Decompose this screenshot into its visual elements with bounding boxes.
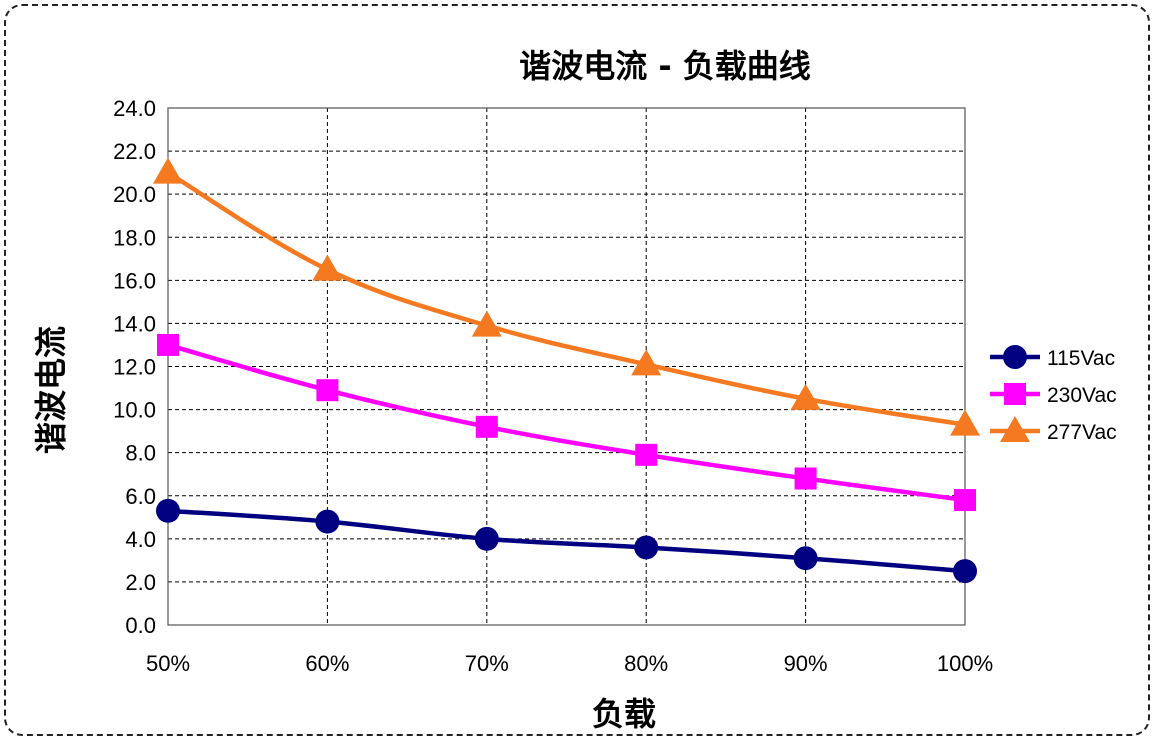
y-tick-label: 16.0 <box>113 268 156 293</box>
data-point-115vac <box>315 509 340 534</box>
data-point-115vac <box>953 559 977 584</box>
grid <box>168 107 966 625</box>
y-tick-label: 2.0 <box>125 570 156 595</box>
legend: 115Vac 230Vac 277Vac <box>990 345 1117 444</box>
legend-entry-230vac: 230Vac <box>990 383 1117 407</box>
legend-label-230vac: 230Vac <box>1047 384 1117 407</box>
x-tick-label: 100% <box>937 651 993 676</box>
data-point-277vac <box>153 157 183 184</box>
data-point-277vac <box>471 310 502 337</box>
data-point-277vac <box>631 349 662 376</box>
y-axis-title: 谐波电流 <box>32 326 70 454</box>
legend-label-115vac: 115Vac <box>1047 347 1115 370</box>
data-point-230vac <box>954 489 976 512</box>
series-line-230vac <box>167 342 966 503</box>
y-tick-label: 12.0 <box>113 355 156 380</box>
legend-marker-230vac <box>1004 383 1026 405</box>
y-tick-label: 4.0 <box>125 527 156 552</box>
chart-frame <box>4 4 1150 736</box>
legend-entry-277vac: 277Vac <box>990 416 1117 444</box>
data-point-115vac <box>634 535 659 560</box>
legend-marker-277vac <box>1000 416 1030 442</box>
y-tick-label: 8.0 <box>125 441 156 466</box>
legend-marker-115vac <box>1003 345 1027 369</box>
data-point-277vac <box>312 254 343 281</box>
data-point-230vac <box>157 333 179 356</box>
legend-entry-115vac: 115Vac <box>990 345 1115 370</box>
data-point-115vac <box>793 546 818 571</box>
series-277vac <box>153 157 980 436</box>
data-point-230vac <box>475 415 498 438</box>
legend-label-277vac: 277Vac <box>1047 421 1117 444</box>
data-point-277vac <box>950 409 980 436</box>
data-point-230vac <box>635 443 658 466</box>
plot-area-border <box>167 107 966 626</box>
data-point-230vac <box>316 379 339 402</box>
series-115vac <box>156 498 977 584</box>
x-tick-label: 50% <box>146 651 190 676</box>
y-tick-label: 18.0 <box>113 225 156 250</box>
x-tick-label: 70% <box>465 651 509 676</box>
chart-title: 谐波电流 - 负载曲线 <box>519 47 811 85</box>
y-tick-label: 0.0 <box>125 613 156 638</box>
series-line-277vac <box>166 170 966 427</box>
series <box>153 157 980 584</box>
x-tick-label: 80% <box>624 651 668 676</box>
x-tick-label: 90% <box>784 651 828 676</box>
y-tick-label: 10.0 <box>113 398 156 423</box>
x-tick-label: 60% <box>305 651 349 676</box>
y-tick-label: 14.0 <box>113 311 156 336</box>
data-point-115vac <box>474 526 499 551</box>
series-230vac <box>157 333 976 512</box>
x-axis-title: 负载 <box>592 695 656 733</box>
series-line-115vac <box>167 508 966 574</box>
y-tick-label: 22.0 <box>113 139 156 164</box>
y-tick-label: 24.0 <box>113 96 156 121</box>
data-point-230vac <box>794 467 817 490</box>
y-tick-label: 6.0 <box>125 484 156 509</box>
data-point-115vac <box>156 498 180 523</box>
y-tick-label: 20.0 <box>113 182 156 207</box>
data-point-277vac <box>790 383 821 410</box>
axes: 0.0 2.0 4.0 6.0 8.0 10.0 12.0 14.0 16.0 18.0 20.0 2… <box>113 96 993 676</box>
